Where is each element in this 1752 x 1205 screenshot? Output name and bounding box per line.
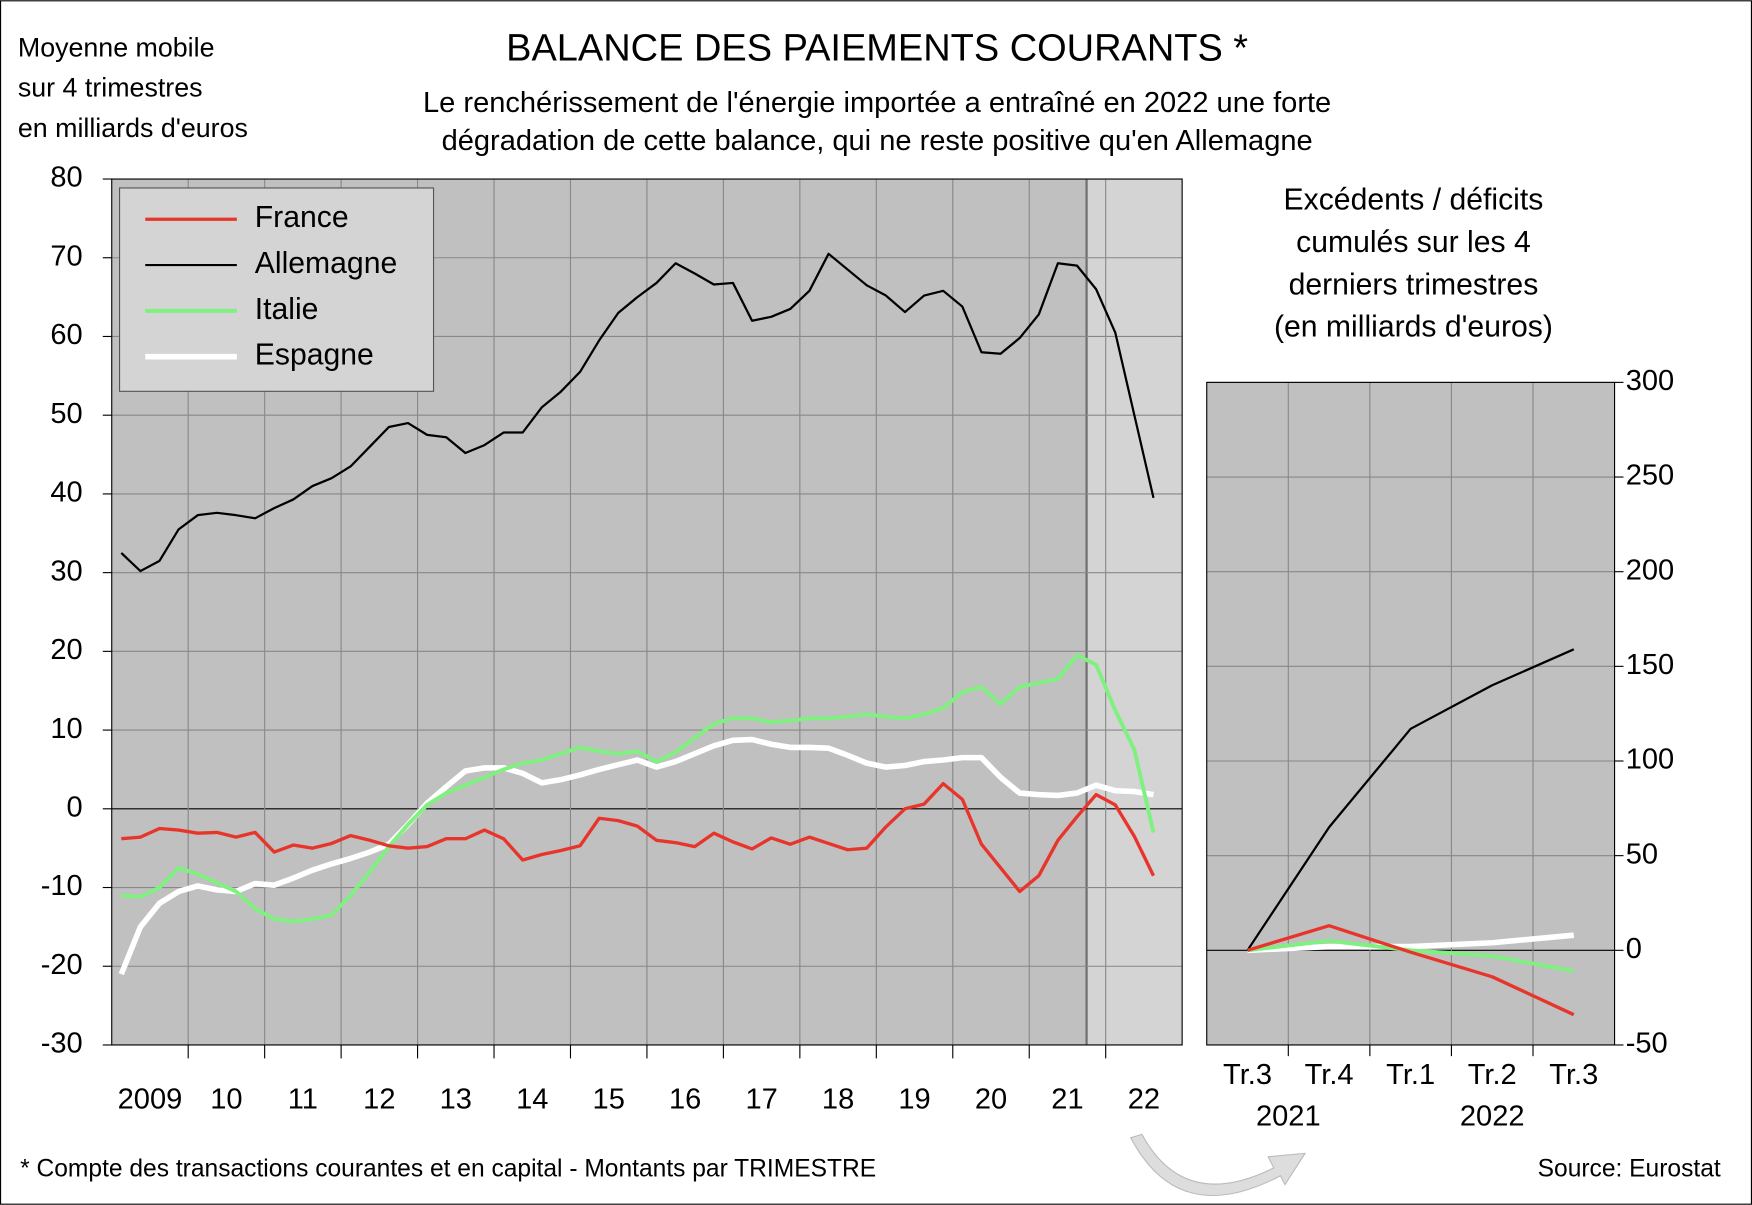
chart-title: derniers trimestres	[1289, 268, 1539, 301]
series-line	[1247, 924, 1575, 1017]
y-axis-label: en milliards d'euros	[18, 113, 248, 143]
subtitle: dégradation de cette balance, qui ne res…	[442, 125, 1313, 157]
chart-title: BALANCE DES PAIEMENTS COURANTS *	[506, 28, 1248, 70]
y-tick-label: 100	[1626, 744, 1674, 776]
arrow-icon	[1129, 1133, 1307, 1196]
series-line	[121, 781, 1155, 894]
y-axis-label: sur 4 trimestres	[18, 73, 203, 103]
y-tick-label: 250	[1626, 460, 1674, 492]
y-tick-label: 40	[50, 477, 82, 509]
source: Source: Eurostat	[1538, 1156, 1721, 1183]
series-line	[1247, 932, 1575, 954]
x-tick-label: Tr.1	[1386, 1059, 1435, 1091]
x-tick-label: 18	[822, 1084, 854, 1116]
plot-border	[111, 178, 1183, 1046]
year-label: 2022	[1460, 1100, 1525, 1132]
y-tick-label: 0	[1626, 933, 1642, 965]
chart-title: cumulés sur les 4	[1296, 226, 1531, 259]
plots: -30 -20 -10 0 10 20 30 40 50 60 70 80 2009 10 11 12 13 14…	[41, 162, 1675, 1133]
y-tick-label: 0	[67, 791, 83, 823]
x-tick-label: 14	[516, 1084, 548, 1116]
y-axis-label: Moyenne mobile	[18, 32, 215, 62]
x-tick-label: Tr.4	[1305, 1059, 1354, 1091]
x-tick-label: 16	[669, 1084, 701, 1116]
x-tick-label: 15	[593, 1084, 625, 1116]
x-tick-label: 12	[363, 1084, 395, 1116]
legend-label: Italie	[255, 293, 319, 326]
series-line	[118, 736, 1154, 976]
legend-label: Allemagne	[255, 247, 398, 280]
x-tick-label: 20	[975, 1084, 1007, 1116]
y-tick-label: -30	[41, 1028, 83, 1060]
legend-label: France	[255, 201, 349, 234]
y-tick-label: 50	[1626, 838, 1658, 870]
year-label: 2021	[1256, 1100, 1321, 1132]
y-tick-label: 150	[1626, 649, 1674, 681]
chart-title: (en milliards d'euros)	[1274, 311, 1553, 344]
subtitle: Le renchérissement de l'énergie importée…	[423, 87, 1331, 119]
series-line	[1246, 648, 1575, 951]
series-line	[120, 252, 1155, 573]
series-line	[121, 653, 1156, 924]
x-tick-label: 19	[898, 1084, 930, 1116]
highlight-band	[1086, 179, 1183, 1045]
y-tick-label: 60	[50, 319, 82, 351]
x-tick-label: 22	[1128, 1084, 1160, 1116]
y-tick-label: 50	[50, 398, 82, 430]
x-tick-label: 13	[440, 1084, 472, 1116]
y-tick-label: 30	[50, 555, 82, 587]
x-tick-label: 10	[210, 1084, 242, 1116]
y-tick-label: 80	[50, 162, 82, 194]
legend-label: Espagne	[255, 339, 374, 372]
y-tick-label: 300	[1626, 365, 1674, 397]
y-tick-label: -10	[41, 870, 83, 902]
y-tick-label: 10	[50, 713, 82, 745]
chart-title: Excédents / déficits	[1284, 183, 1544, 216]
series-line	[1247, 938, 1575, 974]
y-tick-label: 200	[1626, 554, 1674, 586]
x-tick-label: 21	[1051, 1084, 1083, 1116]
y-tick-label: 70	[50, 240, 82, 272]
x-tick-label: Tr.2	[1468, 1059, 1517, 1091]
y-tick-label: -20	[41, 949, 83, 981]
y-tick-label: -50	[1626, 1028, 1668, 1060]
plot-area	[1206, 382, 1615, 1045]
x-tick-label: 17	[745, 1084, 777, 1116]
y-tick-label: 20	[50, 634, 82, 666]
plot-border	[1206, 381, 1616, 1046]
x-tick-label: Tr.3	[1549, 1059, 1598, 1091]
x-tick-label: Tr.3	[1223, 1059, 1272, 1091]
x-tick-label: 11	[288, 1084, 318, 1116]
x-tick-label: 2009	[118, 1084, 183, 1116]
footnote: * Compte des transactions courantes et e…	[20, 1156, 876, 1183]
